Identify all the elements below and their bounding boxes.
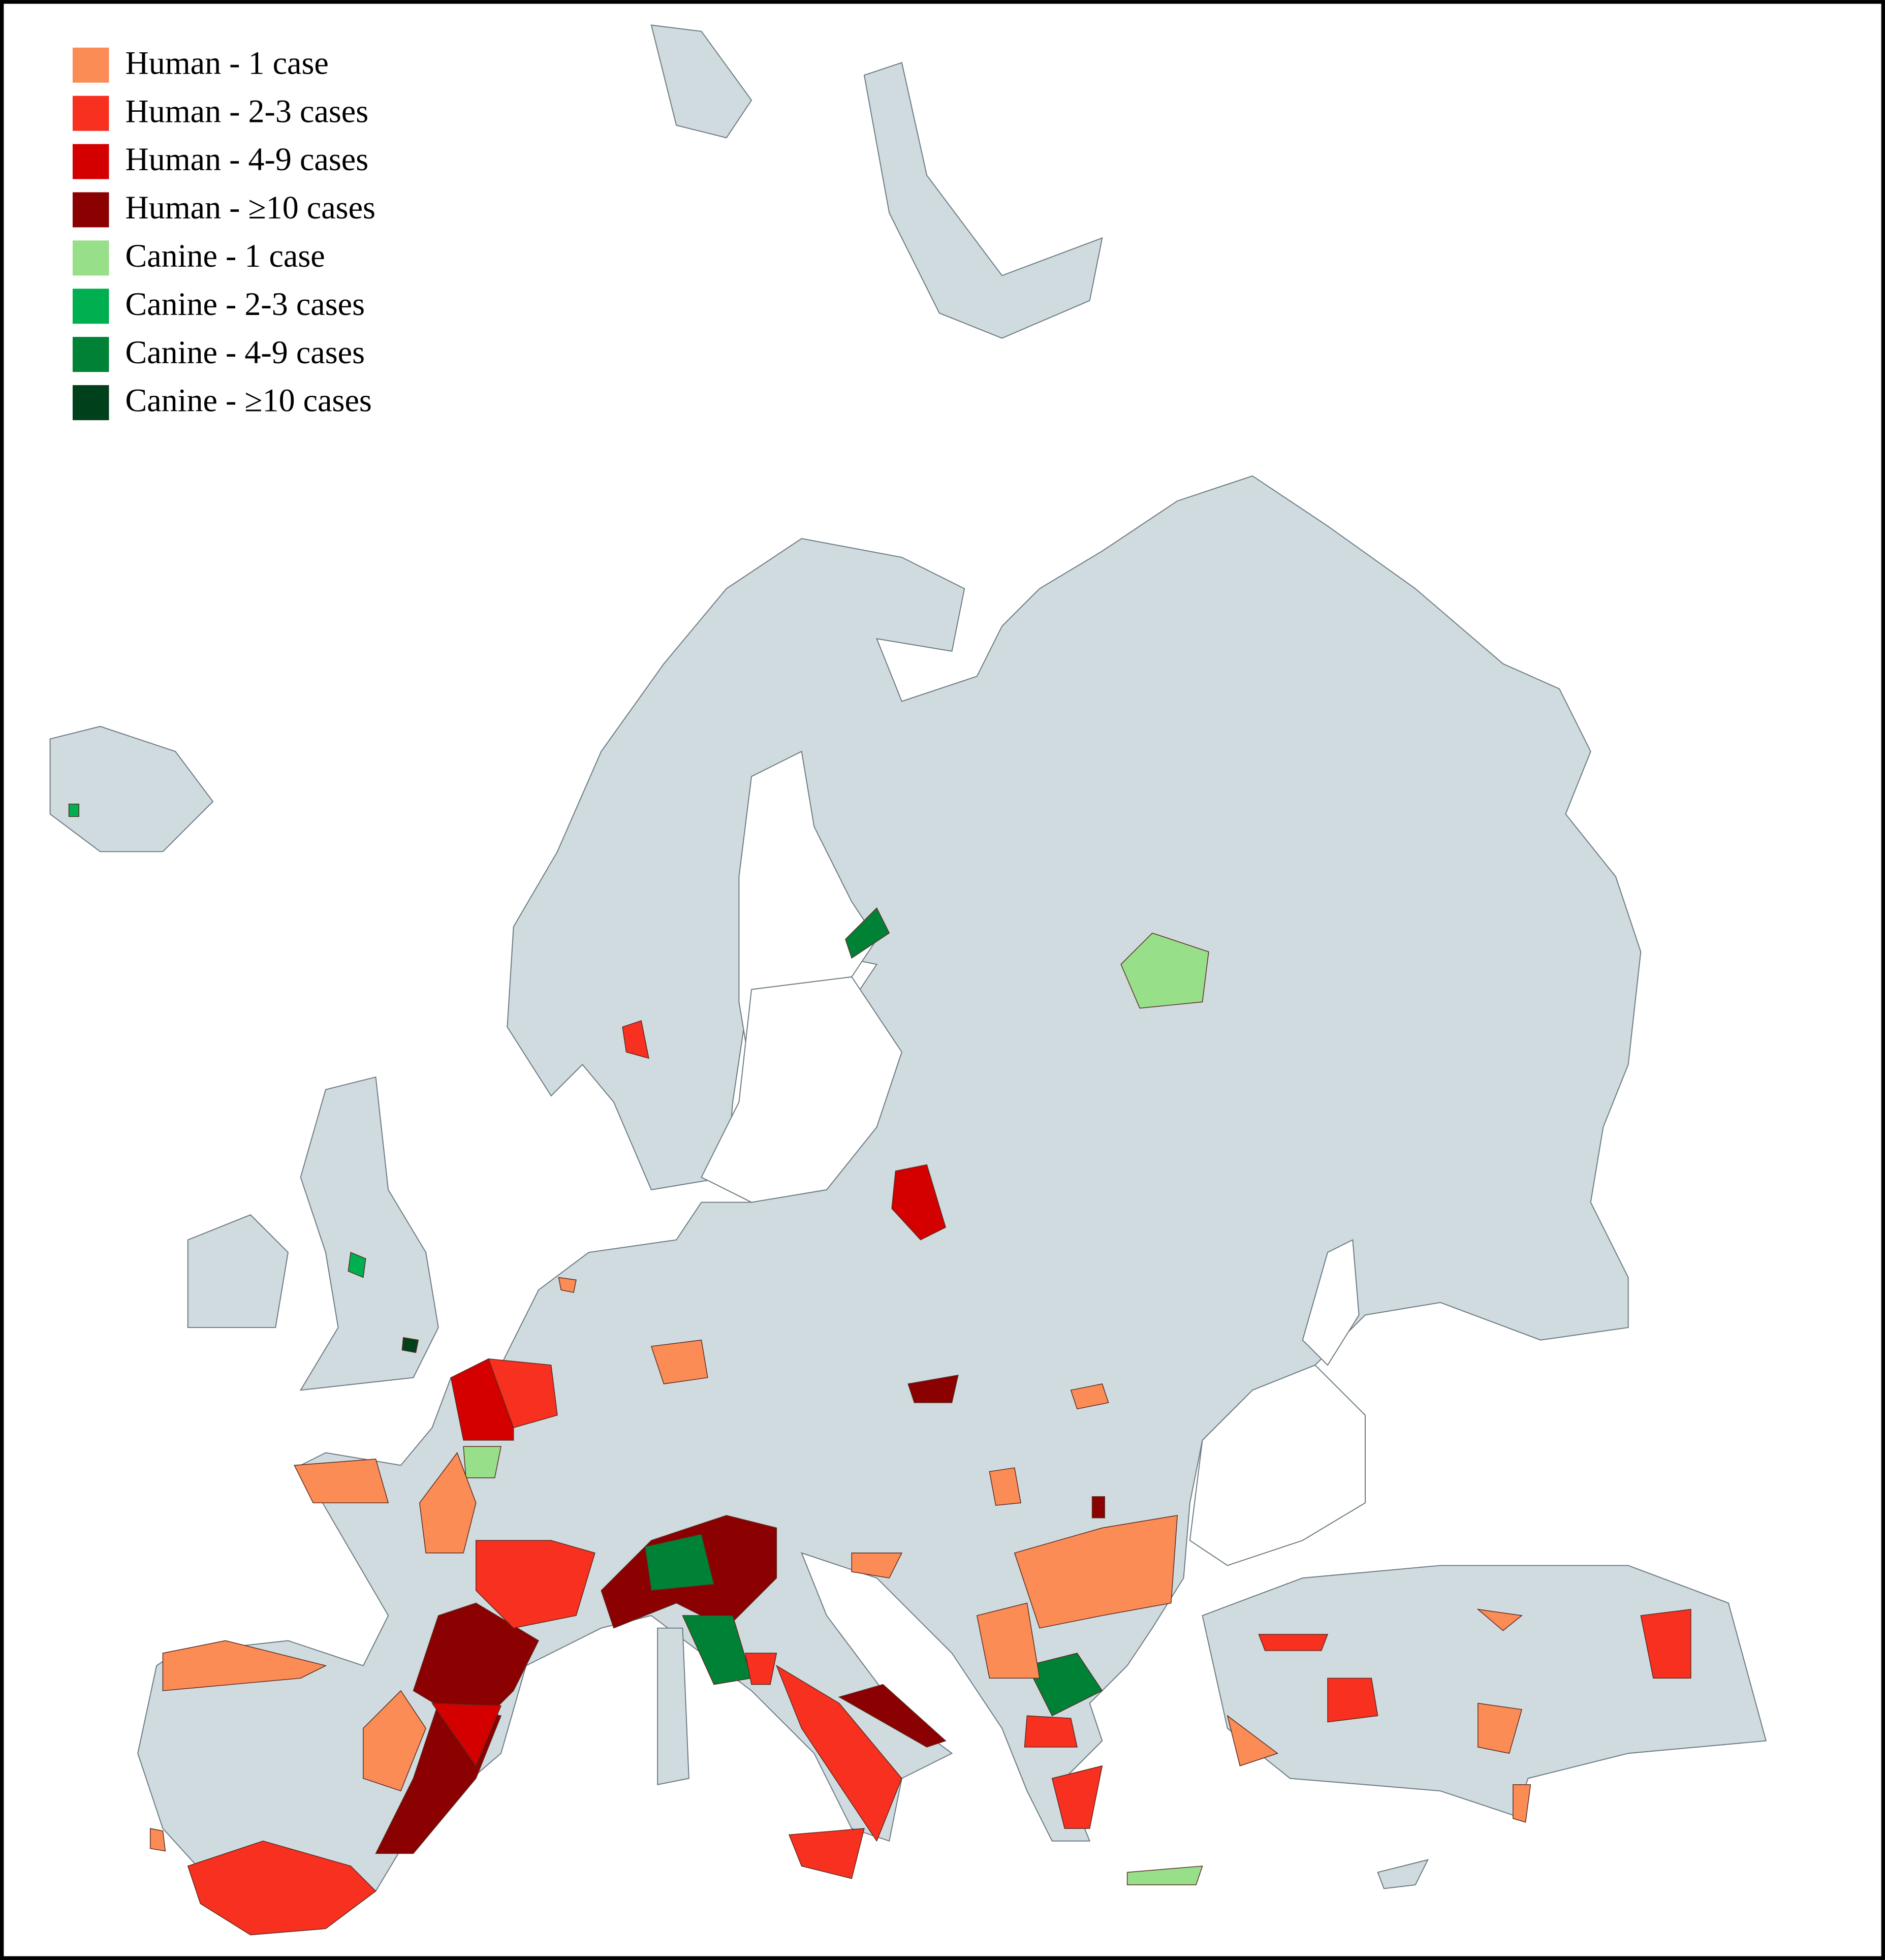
legend-swatch [72,240,109,276]
region [650,1339,708,1384]
region [187,1840,376,1936]
region [1014,1514,1178,1629]
region [1327,1678,1378,1723]
region [488,1358,558,1429]
ireland [187,1214,289,1329]
legend-label: Human - 1 case [125,45,329,81]
region [476,1540,595,1629]
region [1258,1634,1329,1651]
region [775,1664,902,1842]
region [294,1459,389,1503]
legend-label: Canine - ≥10 cases [125,383,372,419]
region [1476,1608,1523,1631]
legend-label: Human - ≥10 cases [125,189,375,226]
svalbard [650,24,752,139]
region [838,1684,947,1748]
legend: Human - 1 case Human - 2-3 cases Human - 4… [72,45,375,421]
region [907,1374,959,1403]
region [851,1553,903,1578]
legend-swatch [72,47,109,83]
region [1120,932,1209,1009]
region [1126,1866,1203,1885]
legend-label: Human - 4-9 cases [125,141,369,177]
region [1513,1784,1531,1823]
legend-swatch [72,337,109,372]
region [150,1828,166,1852]
region [1070,1383,1109,1410]
region [989,1467,1021,1506]
region [1640,1608,1691,1679]
region [68,803,80,817]
region [891,1164,947,1241]
region [1091,1496,1105,1519]
region [401,1337,419,1353]
cyprus [1377,1859,1429,1889]
novaya-zemlya [863,62,1103,339]
region [1026,1653,1103,1717]
legend-label: Canine - 4-9 cases [125,334,365,370]
region [845,907,890,959]
region [1024,1715,1078,1748]
region [1051,1765,1103,1829]
legend-label: Canine - 2-3 cases [125,286,365,322]
region [622,1020,649,1059]
region [644,1533,715,1591]
region [1227,1715,1278,1766]
region [788,1828,865,1879]
region [348,1252,366,1278]
region [363,1690,426,1792]
legend-swatch [72,96,109,131]
turkey [1202,1565,1767,1817]
black-sea [1189,1364,1366,1566]
legend-swatch [72,144,109,179]
region [419,1452,477,1554]
region [463,1446,501,1478]
region [558,1277,577,1293]
region [162,1640,327,1691]
regions [68,803,1691,1936]
corsica-sardinia [657,1627,689,1786]
legend-swatch [72,385,109,421]
great-britain [299,1076,439,1391]
region [976,1602,1040,1679]
baltic-sea [701,976,902,1203]
legend-swatch [72,192,109,228]
region [1478,1702,1523,1754]
region [431,1702,502,1767]
legend-label: Canine - 1 case [125,238,325,274]
legend-swatch [72,289,109,324]
region [744,1653,777,1685]
legend-label: Human - 2-3 cases [125,93,369,129]
caspian-sea [1302,1239,1360,1366]
iceland [49,725,214,852]
